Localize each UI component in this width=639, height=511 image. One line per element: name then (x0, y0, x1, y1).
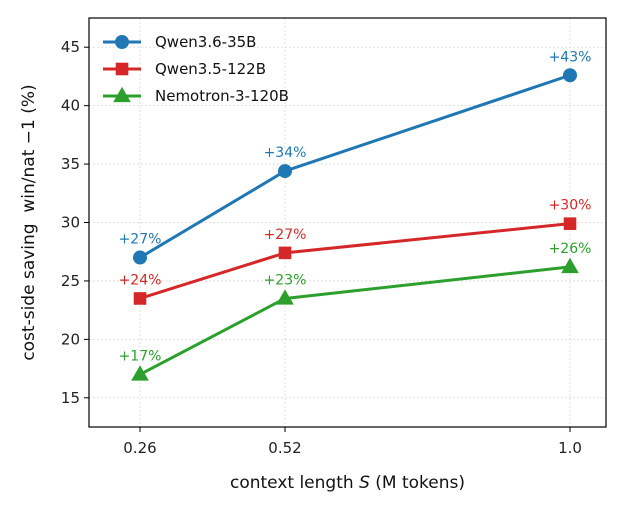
data-point (133, 250, 147, 265)
data-label: +27% (119, 232, 162, 248)
legend-label: Nemotron-3-120B (155, 87, 289, 105)
data-point (561, 257, 579, 274)
y-axis-label: cost-side saving win/nat −1 (%) (19, 84, 39, 360)
x-axis-label-prefix: context length (230, 473, 359, 493)
x-tick-label: 0.26 (123, 439, 156, 457)
series-2 (131, 257, 579, 381)
data-point (563, 68, 577, 83)
y-tick-label: 30 (61, 214, 80, 232)
y-tick-label: 25 (61, 272, 80, 290)
data-label: +43% (549, 49, 592, 65)
x-axis-label: context length S (M tokens) (230, 473, 465, 493)
series-line (139, 265, 571, 376)
x-tick-label: 1.0 (558, 439, 582, 457)
y-tick-label: 40 (61, 97, 80, 115)
data-label: +27% (264, 227, 307, 243)
legend: Qwen3.6-35B Qwen3.5-122B Nemotron-3-120B (103, 33, 289, 105)
data-point (131, 365, 149, 381)
data-point (133, 292, 147, 305)
data-label: +26% (549, 241, 592, 257)
data-point (563, 217, 577, 230)
grid (89, 18, 606, 427)
legend-item: Qwen3.6-35B (103, 33, 256, 51)
series-0 (133, 68, 577, 265)
legend-label: Qwen3.5-122B (155, 60, 266, 78)
series-layer (131, 68, 579, 381)
legend-marker (115, 62, 129, 76)
data-label: +23% (264, 272, 307, 288)
y-tick-label: 45 (61, 38, 80, 56)
data-label: +17% (119, 348, 162, 364)
legend-marker (113, 86, 131, 103)
data-label: +34% (264, 145, 307, 161)
data-point (276, 289, 294, 305)
data-label: +30% (549, 198, 592, 214)
legend-label: Qwen3.6-35B (155, 33, 256, 51)
x-tick-label: 0.52 (268, 439, 301, 457)
data-point (278, 246, 292, 260)
data-labels: +27% +34% +43% +24% +27% +30% +17% +23% +26% (119, 49, 592, 364)
series-1 (133, 217, 577, 305)
y-tick-label: 35 (61, 155, 80, 173)
series-line (139, 222, 571, 300)
data-point (278, 164, 292, 179)
x-axis-label-suffix: (M tokens) (370, 473, 465, 493)
ticks: 0.26 0.52 1.0 15 20 25 30 35 40 45 (61, 38, 582, 457)
legend-item: Nemotron-3-120B (103, 86, 289, 105)
y-tick-label: 15 (61, 389, 80, 407)
legend-marker (115, 35, 129, 49)
y-tick-label: 20 (61, 330, 80, 348)
data-label: +24% (119, 272, 162, 288)
legend-item: Qwen3.5-122B (103, 60, 266, 78)
x-axis-label-variable: S (359, 473, 370, 493)
